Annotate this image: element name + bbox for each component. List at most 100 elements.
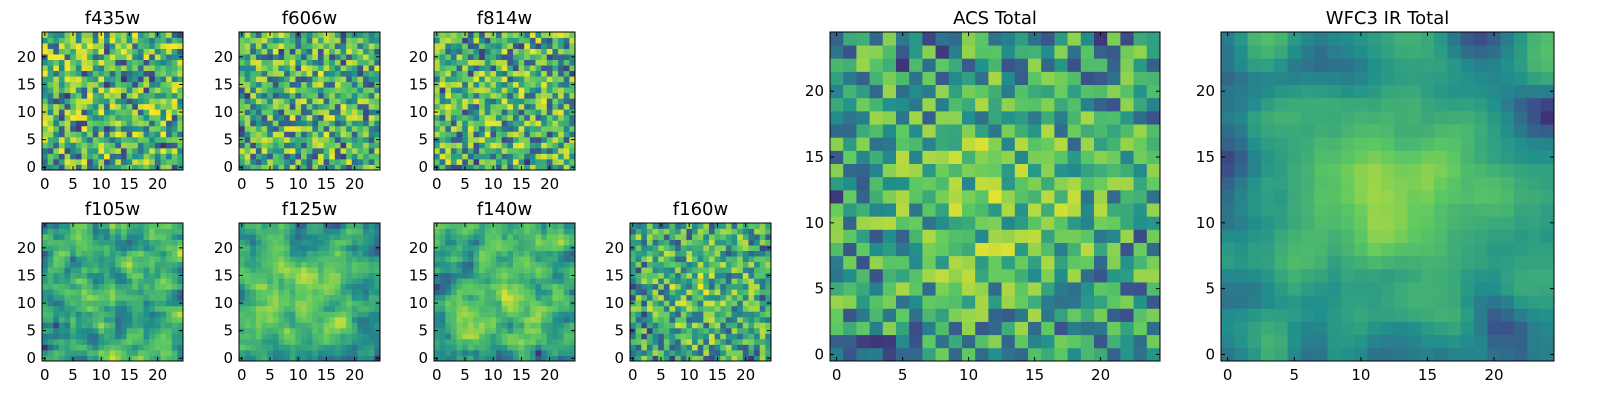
heatmap-cell bbox=[473, 92, 480, 99]
heatmap-cell bbox=[563, 289, 570, 296]
heatmap-cell bbox=[120, 158, 127, 165]
heatmap-cell bbox=[720, 300, 727, 307]
heatmap-cell bbox=[563, 142, 570, 149]
heatmap-cell bbox=[177, 294, 184, 301]
heatmap-cell bbox=[708, 338, 715, 345]
heatmap-cell bbox=[267, 54, 274, 60]
heatmap-cell bbox=[363, 125, 370, 132]
heatmap-cell bbox=[244, 278, 251, 285]
heatmap-cell bbox=[363, 349, 370, 356]
heatmap-cell bbox=[856, 216, 870, 230]
heatmap-cell bbox=[312, 43, 319, 49]
heatmap-cell bbox=[368, 158, 375, 165]
heatmap-cell bbox=[143, 164, 150, 171]
heatmap-cell bbox=[652, 316, 659, 323]
heatmap-cell bbox=[512, 43, 519, 49]
heatmap-cell bbox=[374, 65, 381, 72]
heatmap-cell bbox=[1133, 347, 1148, 362]
heatmap-cell bbox=[166, 267, 173, 274]
heatmap-cell bbox=[541, 327, 548, 334]
heatmap-cell bbox=[1028, 229, 1042, 243]
heatmap-cell bbox=[58, 43, 65, 49]
heatmap-cell bbox=[306, 54, 313, 60]
heatmap-cell bbox=[496, 120, 503, 127]
heatmap-cell bbox=[635, 338, 642, 345]
heatmap-cell bbox=[524, 223, 531, 229]
heatmap-cell bbox=[132, 311, 139, 318]
heatmap-cell bbox=[456, 109, 463, 116]
heatmap-cell bbox=[635, 256, 642, 263]
heatmap-cell bbox=[708, 283, 715, 290]
x-tick-label: 10 bbox=[289, 175, 308, 193]
heatmap-cell bbox=[295, 250, 302, 257]
heatmap-cell bbox=[357, 153, 364, 160]
heatmap-cell bbox=[742, 300, 749, 307]
heatmap-cell bbox=[541, 76, 548, 83]
heatmap-cell bbox=[340, 349, 347, 356]
heatmap-cell bbox=[301, 289, 308, 296]
heatmap-cell bbox=[988, 321, 1002, 336]
heatmap-cell bbox=[75, 43, 82, 49]
heatmap-cell bbox=[357, 289, 364, 296]
heatmap-cell bbox=[284, 103, 291, 110]
heatmap-cell bbox=[154, 65, 161, 72]
heatmap-cell bbox=[329, 294, 336, 301]
heatmap-cell bbox=[295, 54, 302, 60]
heatmap-cell bbox=[479, 76, 486, 83]
heatmap-cell bbox=[948, 295, 963, 309]
heatmap-cell bbox=[306, 245, 313, 251]
heatmap-cell bbox=[490, 87, 497, 94]
heatmap-cell bbox=[323, 228, 330, 235]
heatmap-cell bbox=[166, 322, 173, 329]
heatmap-cell bbox=[166, 114, 173, 121]
heatmap-cell bbox=[272, 278, 279, 285]
heatmap-cell bbox=[714, 294, 721, 301]
heatmap-cell bbox=[720, 250, 727, 257]
heatmap-cell bbox=[120, 223, 127, 229]
heatmap-cell bbox=[948, 308, 963, 322]
heatmap-cell bbox=[334, 239, 341, 246]
heatmap-cell bbox=[75, 164, 82, 171]
heatmap-cell bbox=[714, 272, 721, 279]
heatmap-cell bbox=[306, 142, 313, 149]
heatmap-cell bbox=[754, 311, 761, 318]
heatmap-cell bbox=[479, 32, 486, 38]
heatmap-cell bbox=[975, 163, 989, 178]
heatmap-cell bbox=[47, 164, 54, 171]
heatmap-cell bbox=[312, 109, 319, 116]
heatmap-cell bbox=[479, 355, 486, 362]
heatmap-cell bbox=[75, 250, 82, 257]
x-tick-label: 20 bbox=[540, 175, 559, 193]
heatmap-cell bbox=[1107, 255, 1121, 270]
heatmap-cell bbox=[53, 311, 60, 318]
heatmap-cell bbox=[272, 136, 279, 143]
heatmap-cell bbox=[697, 327, 704, 334]
heatmap-cell bbox=[490, 158, 497, 165]
heatmap-cell bbox=[250, 120, 257, 127]
heatmap-cell bbox=[323, 109, 330, 116]
heatmap-cell bbox=[524, 245, 531, 251]
heatmap-cell bbox=[501, 344, 508, 351]
heatmap-cell bbox=[450, 228, 457, 235]
heatmap-cell bbox=[137, 43, 144, 49]
heatmap-cell bbox=[126, 294, 133, 301]
heatmap-cell bbox=[143, 245, 150, 251]
y-tick-label: 20 bbox=[409, 239, 428, 257]
heatmap-cell bbox=[75, 316, 82, 323]
heatmap-cell bbox=[92, 322, 99, 329]
heatmap-cell bbox=[98, 234, 105, 240]
heatmap-cell bbox=[244, 250, 251, 257]
heatmap-cell bbox=[177, 32, 184, 38]
heatmap-cell bbox=[692, 283, 699, 290]
heatmap-cell bbox=[646, 278, 653, 285]
heatmap-cell bbox=[869, 163, 884, 178]
heatmap-cell bbox=[109, 316, 116, 323]
heatmap-cell bbox=[312, 228, 319, 235]
heatmap-cell bbox=[374, 333, 381, 340]
heatmap-cell bbox=[289, 245, 296, 251]
heatmap-cell bbox=[255, 114, 262, 121]
heatmap-cell bbox=[843, 163, 857, 178]
heatmap-cell bbox=[490, 256, 497, 263]
heatmap-cell bbox=[948, 189, 963, 204]
heatmap-cell bbox=[115, 65, 122, 72]
